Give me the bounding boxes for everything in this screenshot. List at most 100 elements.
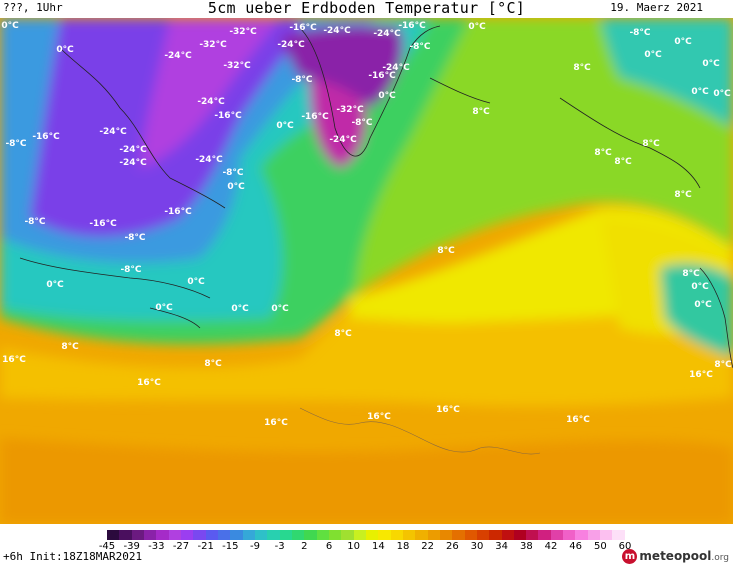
colorbar-swatch — [390, 530, 403, 540]
colorbar-tick-label: -33 — [148, 541, 165, 552]
isotherm-label: 8°C — [674, 190, 692, 200]
isotherm-label: -16°C — [164, 207, 192, 217]
colorbar-swatch — [156, 530, 169, 540]
isotherm-label: 8°C — [714, 360, 732, 370]
colorbar-swatch — [119, 530, 132, 540]
isotherm-label: -32°C — [199, 40, 227, 50]
isotherm-label: 0°C — [155, 303, 173, 313]
isotherm-label: -24°C — [373, 29, 401, 39]
colorbar-tick-label: -15 — [222, 541, 239, 552]
map-footer: -45 -39 -33 -27 -21 -15 -9 -3 2 6 10 14 18 22 26 30 34 38… — [0, 524, 733, 566]
colorbar-swatch — [316, 530, 329, 540]
colorbar-swatch — [600, 530, 613, 540]
isotherm-label: 0°C — [378, 91, 396, 101]
isotherm-label: -8°C — [291, 75, 312, 85]
isotherm-label: 0°C — [674, 37, 692, 47]
colorbar-swatch — [378, 530, 391, 540]
isotherm-label: -8°C — [629, 28, 650, 38]
meteopool-logo[interactable]: m meteopool.org — [622, 548, 729, 564]
colorbar-tick-label: 26 — [445, 541, 459, 552]
colorbar-tick-label: 18 — [396, 541, 410, 552]
isotherm-label: -24°C — [382, 63, 410, 73]
isotherm-label: 8°C — [334, 329, 352, 339]
colorbar-swatch — [341, 530, 354, 540]
isotherm-label: -24°C — [119, 158, 147, 168]
colorbar-swatch — [538, 530, 551, 540]
isotherm-label: 16°C — [137, 378, 161, 388]
colorbar-swatch — [168, 530, 181, 540]
isotherm-label: 0°C — [468, 22, 486, 32]
isotherm-label: 0°C — [702, 59, 720, 69]
colorbar-swatch — [279, 530, 292, 540]
isotherm-label: 16°C — [436, 405, 460, 415]
colorbar-swatch — [291, 530, 305, 540]
isotherm-label: -8°C — [24, 217, 45, 227]
isotherm-label: 0°C — [271, 304, 289, 314]
isotherm-label: -16°C — [89, 219, 117, 229]
colorbar-tick-label: -27 — [172, 541, 190, 552]
colorbar-swatch — [402, 530, 416, 540]
isotherm-label: 16°C — [689, 370, 713, 380]
isotherm-label: -24°C — [164, 51, 192, 61]
colorbar-swatch — [304, 530, 317, 540]
temperature-map: 0°C 0°C -16°C -8°C -24°C -24°C -24°C -24°C -32°C… — [0, 18, 733, 524]
colorbar-swatch — [575, 530, 588, 540]
isotherm-label: 8°C — [642, 139, 660, 149]
colorbar-tick-label: 46 — [569, 541, 583, 552]
colorbar-swatch — [501, 530, 514, 540]
isotherm-label: 8°C — [682, 269, 700, 279]
isotherm-label: 0°C — [694, 300, 712, 310]
isotherm-label: 0°C — [691, 282, 709, 292]
isotherm-label: 0°C — [644, 50, 662, 60]
isotherm-label: -8°C — [222, 168, 243, 178]
colorbar-swatch — [550, 530, 564, 540]
colorbar-tick-label: 38 — [519, 541, 533, 552]
map-header: ???, 1Uhr 5cm ueber Erdboden Temperatur … — [0, 0, 733, 18]
isotherm-label: 0°C — [56, 45, 74, 55]
isotherm-label: 0°C — [46, 280, 64, 290]
colorbar-swatch — [217, 530, 231, 540]
colorbar-swatch — [193, 530, 206, 540]
isotherm-label: -24°C — [329, 135, 357, 145]
colorbar-swatch — [107, 530, 120, 540]
colorbar-swatch — [205, 530, 218, 540]
colorbar-swatch — [587, 530, 601, 540]
colorbar-swatch — [180, 530, 194, 540]
colorbar-swatch — [439, 530, 453, 540]
isotherm-label: 0°C — [1, 21, 19, 31]
isotherm-label: 0°C — [276, 121, 294, 131]
isotherm-label: 0°C — [691, 87, 709, 97]
isotherm-label: -8°C — [124, 233, 145, 243]
colorbar-swatch — [131, 530, 144, 540]
colorbar-tick-label: 2 — [301, 541, 308, 552]
colorbar-swatch — [254, 530, 268, 540]
colorbar-swatch — [489, 530, 502, 540]
colorbar-tick-label: -21 — [197, 541, 214, 552]
isotherm-label: -16°C — [289, 23, 317, 33]
colorbar-swatch — [328, 530, 342, 540]
colorbar-swatch — [365, 530, 379, 540]
isotherm-label: -24°C — [323, 26, 351, 36]
colorbar-tick-label: -3 — [274, 541, 285, 552]
isotherm-label: 8°C — [204, 359, 222, 369]
isotherm-label: -24°C — [119, 145, 147, 155]
logo-tld: .org — [711, 553, 729, 563]
colorbar-swatch — [476, 530, 490, 540]
isotherm-label: -16°C — [368, 71, 396, 81]
isotherm-label: 8°C — [594, 148, 612, 158]
isotherm-label: 8°C — [614, 157, 632, 167]
isotherm-label: 0°C — [227, 182, 245, 192]
isotherm-label: -24°C — [99, 127, 127, 137]
colorbar-swatch — [526, 530, 539, 540]
colorbar-swatch — [452, 530, 465, 540]
isotherm-label: 16°C — [264, 418, 288, 428]
isotherm-label: -24°C — [197, 97, 225, 107]
colorbar-swatch — [415, 530, 428, 540]
colorbar-tick-label: 14 — [371, 541, 385, 552]
isotherm-label: -16°C — [32, 132, 60, 142]
colorbar-tick-label: -9 — [250, 541, 260, 552]
colorbar-swatch — [230, 530, 243, 540]
colorbar-tick-label: -45 — [98, 541, 116, 552]
isotherm-label: 0°C — [231, 304, 249, 314]
init-time-label: +6h Init:18Z18MAR2021 — [3, 550, 143, 563]
